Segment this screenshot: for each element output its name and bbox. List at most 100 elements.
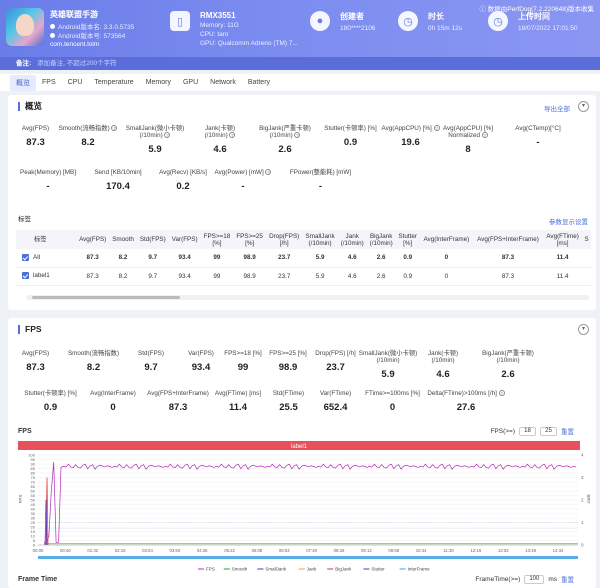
frame-time-input[interactable]: 100 bbox=[524, 574, 545, 584]
android-version-line: Android版本名: 3.3.0.5735 bbox=[50, 21, 134, 31]
table-cell: 0 bbox=[419, 249, 473, 268]
tab-fps[interactable]: FPS bbox=[42, 79, 56, 86]
collapse-icon[interactable]: ▾ bbox=[578, 101, 589, 112]
scroll-thumb[interactable] bbox=[32, 296, 180, 299]
table-cell: 87.3 bbox=[76, 267, 110, 286]
legend-label: Jank bbox=[307, 567, 317, 572]
metric-label: Std(FPS) bbox=[138, 350, 164, 357]
metric-label: SmallJank(微小卡顿) (/10min) ? bbox=[125, 125, 185, 139]
fps-reset-button[interactable]: 重置 bbox=[561, 429, 574, 436]
y-tick-label: 50 bbox=[31, 498, 36, 503]
table-row[interactable]: All 87.3 8.2 9.7 93.4 99 98.9 23.7 5.9 4.6 2.6 0.9 0… bbox=[16, 249, 591, 268]
frame-time-reset-button[interactable]: 重置 bbox=[561, 577, 574, 584]
column-header[interactable]: Jank (/10min) bbox=[337, 230, 367, 249]
device-gpu: GPU: Qualcomm Adreno (TM) 7... bbox=[200, 40, 298, 47]
display-settings-link[interactable]: 参数显示设置 bbox=[549, 219, 588, 226]
metric-label: Avg(FPS+InterFrame) bbox=[147, 390, 209, 397]
column-header[interactable]: SmallJank (/10min) bbox=[302, 230, 338, 249]
overview-metric: BigJank(严重卡顿) (/10min) ? 2.6 bbox=[250, 125, 320, 155]
help-icon[interactable]: ? bbox=[164, 132, 171, 139]
overview-panel: 概览 导出全部 ▾ Avg(FPS) 87.3 Smooth(流畅指数) ? 8.2 S… bbox=[8, 95, 596, 310]
x-tick-label: 03:04 bbox=[142, 548, 153, 553]
remark-input[interactable]: 添加备注, 不超过200个字符 bbox=[37, 60, 117, 67]
y-tick-label: 35 bbox=[31, 511, 36, 516]
collapse-icon[interactable]: ▾ bbox=[578, 324, 589, 335]
y-tick-label: 15 bbox=[31, 529, 36, 534]
y2-tick-label: 0 bbox=[581, 543, 584, 548]
remark-label: 备注: bbox=[16, 60, 32, 67]
export-all-link[interactable]: 导出全部 bbox=[544, 106, 570, 113]
checkbox[interactable] bbox=[22, 272, 29, 280]
overview-title: 概览 bbox=[18, 102, 42, 111]
tab-cpu[interactable]: CPU bbox=[67, 79, 83, 86]
metric-label: Avg(AppCPU) [%] Normalized ? bbox=[442, 125, 494, 139]
table-cell: 93.4 bbox=[168, 249, 201, 268]
column-header[interactable]: FPS>=25 [%] bbox=[233, 230, 266, 249]
help-icon[interactable]: ? bbox=[294, 132, 301, 139]
time-range-fill[interactable] bbox=[38, 556, 578, 559]
column-header[interactable]: Avg(InterFrame) bbox=[419, 230, 473, 249]
tab-temperature[interactable]: Temperature bbox=[94, 79, 134, 86]
column-header[interactable]: Stutter [%] bbox=[395, 230, 420, 249]
column-header[interactable]: Avg(FPS+InterFrame) bbox=[472, 230, 544, 249]
table-cell: 99 bbox=[200, 249, 234, 268]
label-bar[interactable] bbox=[18, 441, 580, 450]
overview-metric: Stutter(卡顿率) [%] 0.9 bbox=[318, 125, 383, 148]
table-cell bbox=[582, 267, 591, 286]
metric-label: Avg(AppCPU) [%] ? bbox=[381, 125, 440, 132]
tab-overview[interactable]: 概览 bbox=[10, 74, 36, 91]
android-icon bbox=[50, 32, 55, 38]
metric-value: 8 bbox=[465, 144, 471, 155]
table-cell: 4.6 bbox=[337, 249, 367, 268]
column-header[interactable]: Std(FPS) bbox=[136, 230, 169, 249]
tab-memory[interactable]: Memory bbox=[145, 79, 171, 86]
fps-metric: FPS>=18 [%] 99 bbox=[218, 350, 268, 373]
column-header[interactable]: FPS>=18 [%] bbox=[200, 230, 234, 249]
table-cell: 0 bbox=[419, 267, 473, 286]
fps-threshold-25[interactable]: 25 bbox=[540, 426, 557, 436]
tab-battery[interactable]: Battery bbox=[247, 79, 271, 86]
help-icon[interactable]: ? bbox=[229, 132, 236, 139]
app-name: 英雄联盟手游 bbox=[50, 10, 98, 19]
checkbox[interactable] bbox=[22, 254, 29, 262]
table-cell: 11.4 bbox=[543, 249, 583, 268]
y-tick-label: 10 bbox=[31, 534, 36, 539]
row-label-cell[interactable]: label1 bbox=[16, 267, 76, 286]
metric-value: 5.9 bbox=[381, 369, 395, 380]
remark-bar[interactable]: 备注: 添加备注, 不超过200个字符 bbox=[0, 57, 600, 70]
column-header[interactable]: Avg(FPS) bbox=[76, 230, 110, 249]
column-header[interactable]: 标签 bbox=[16, 230, 76, 249]
metric-label: Smooth(流畅指数) ? bbox=[58, 125, 118, 132]
row-label-cell[interactable]: All bbox=[16, 249, 76, 268]
help-icon[interactable]: ? bbox=[265, 169, 272, 176]
tab-network[interactable]: Network bbox=[210, 79, 236, 86]
tab-gpu[interactable]: GPU bbox=[182, 79, 199, 86]
help-icon[interactable]: ? bbox=[433, 125, 440, 132]
fps-metric: Smooth(流畅指数) 8.2 bbox=[56, 350, 131, 373]
x-tick-label: 06:08 bbox=[252, 548, 263, 553]
column-header[interactable]: BigJank (/10min) bbox=[366, 230, 396, 249]
fps-metric: Stutter(卡顿率) [%] 0.9 bbox=[13, 390, 88, 413]
fps-metric: FPS>=25 [%] 98.9 bbox=[263, 350, 313, 373]
overview-metric: Avg(AppCPU) [%] Normalized ? 8 bbox=[438, 125, 498, 155]
help-icon[interactable]: ? bbox=[481, 132, 488, 139]
column-header[interactable]: Avg(FTime) [ms] bbox=[543, 230, 583, 249]
table-row[interactable]: label1 87.3 8.2 9.7 93.4 99 98.9 23.7 5.9 4.6 2.6 0… bbox=[16, 267, 591, 286]
column-header[interactable]: S bbox=[582, 230, 591, 249]
y-tick-label: 5 bbox=[33, 538, 36, 543]
column-header[interactable]: Var(FPS) bbox=[168, 230, 201, 249]
fps-chart[interactable]: label1 051015202530354045505560657075808… bbox=[8, 437, 596, 587]
table-cell: 8.2 bbox=[109, 267, 137, 286]
help-icon[interactable]: ? bbox=[498, 390, 505, 397]
column-header[interactable]: Smooth bbox=[109, 230, 137, 249]
table-hscroll[interactable] bbox=[26, 295, 589, 300]
duration-card: ◷ 时长 0h 15m 12s bbox=[398, 8, 462, 46]
metric-value: - bbox=[46, 181, 50, 192]
metric-value: 9.7 bbox=[144, 362, 158, 373]
table-cell: 93.4 bbox=[168, 267, 201, 286]
fps-metric: Var(FPS) 93.4 bbox=[176, 350, 226, 373]
clock-icon: ◷ bbox=[398, 11, 418, 31]
fps-threshold-18[interactable]: 18 bbox=[519, 426, 536, 436]
column-header[interactable]: Drop(FPS) [/h] bbox=[265, 230, 303, 249]
help-icon[interactable]: ? bbox=[111, 125, 118, 132]
